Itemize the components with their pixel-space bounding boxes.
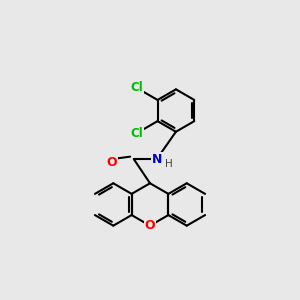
Text: O: O [106,156,117,169]
Text: N: N [152,153,162,166]
Text: Cl: Cl [130,127,143,140]
Text: O: O [145,219,155,232]
Text: Cl: Cl [130,81,143,94]
Text: H: H [165,159,173,170]
